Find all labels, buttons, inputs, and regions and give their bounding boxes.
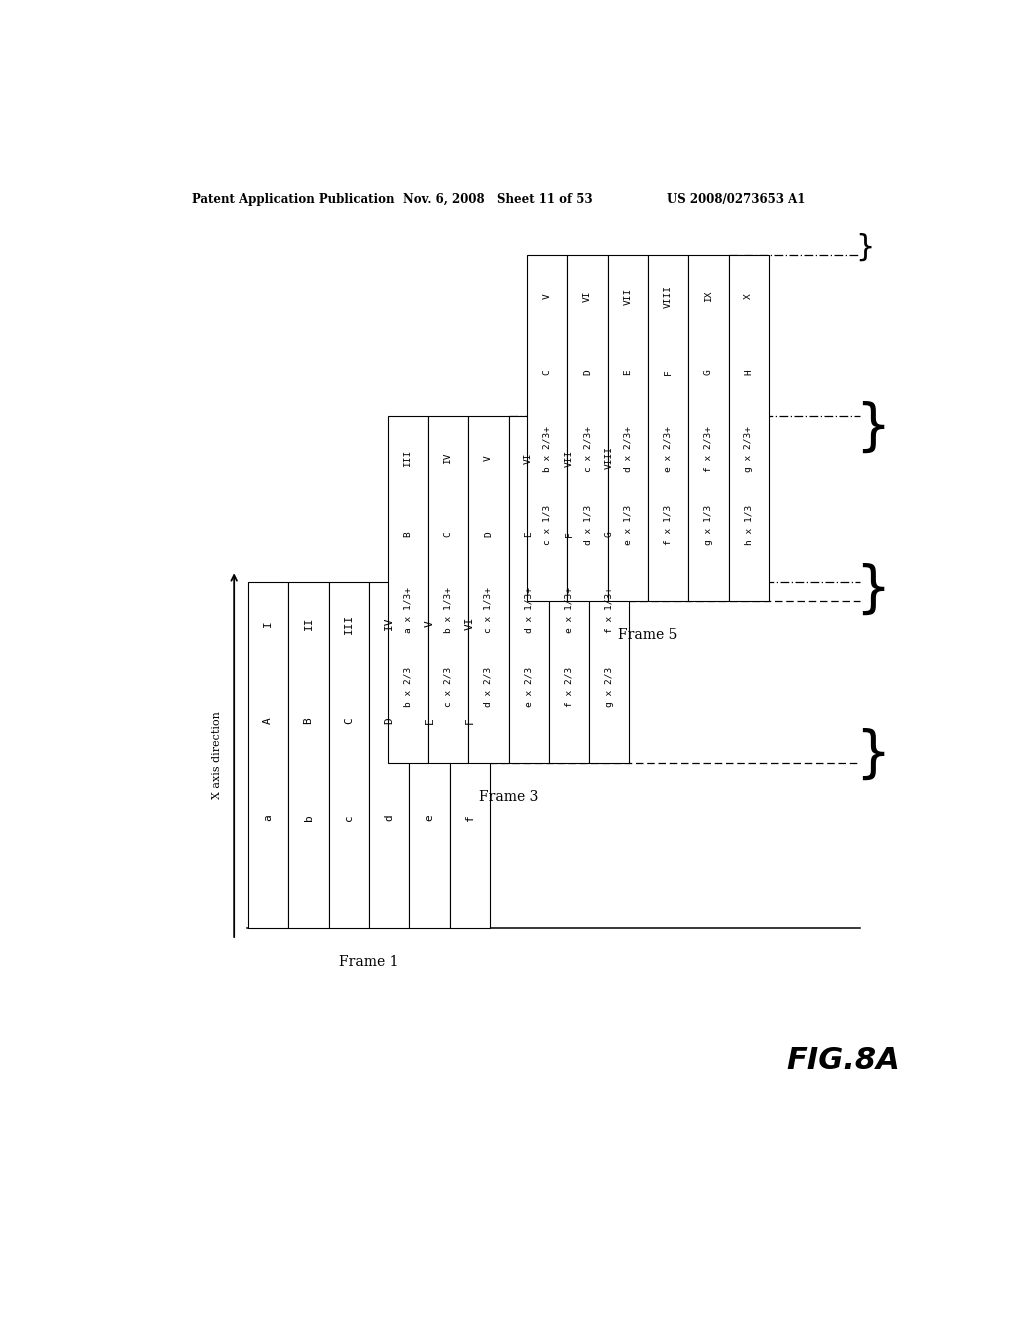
Bar — [549, 416, 589, 763]
Bar — [410, 582, 450, 928]
Text: X: X — [744, 293, 754, 300]
Text: E: E — [624, 370, 633, 375]
Text: d x 2/3: d x 2/3 — [484, 667, 493, 706]
Text: e: e — [425, 814, 434, 821]
Text: g x 2/3+: g x 2/3+ — [744, 425, 754, 471]
Text: D: D — [484, 531, 493, 537]
Text: f x 2/3: f x 2/3 — [564, 667, 573, 706]
Text: VII: VII — [624, 288, 633, 305]
Text: d x 1/3: d x 1/3 — [583, 504, 592, 545]
Bar — [509, 416, 549, 763]
Text: F: F — [664, 370, 673, 375]
Text: E: E — [425, 717, 434, 723]
Text: b: b — [303, 814, 313, 821]
Text: IV: IV — [384, 616, 394, 630]
Text: G: G — [703, 370, 713, 375]
Text: B: B — [403, 531, 413, 537]
Text: III: III — [403, 449, 413, 466]
Bar — [527, 255, 567, 601]
Text: E: E — [524, 531, 534, 537]
Text: II: II — [303, 616, 313, 630]
Bar — [289, 582, 329, 928]
Bar — [468, 416, 509, 763]
Text: VI: VI — [465, 616, 475, 630]
Text: IX: IX — [703, 290, 713, 302]
Bar — [688, 255, 729, 601]
Text: F: F — [564, 531, 573, 537]
Text: FIG.8A: FIG.8A — [786, 1045, 900, 1074]
Bar — [648, 255, 688, 601]
Bar — [428, 416, 468, 763]
Text: a: a — [263, 814, 273, 821]
Text: F: F — [465, 717, 475, 723]
Text: Frame 1: Frame 1 — [339, 956, 398, 969]
Text: f x 2/3+: f x 2/3+ — [703, 425, 713, 471]
Text: a x 1/3+: a x 1/3+ — [403, 587, 413, 634]
Text: Frame 3: Frame 3 — [479, 789, 539, 804]
Text: VIII: VIII — [664, 285, 673, 308]
Bar — [388, 416, 428, 763]
Text: }: } — [855, 232, 874, 261]
Bar — [248, 582, 289, 928]
Text: VII: VII — [564, 449, 573, 466]
Text: H: H — [744, 370, 754, 375]
Text: X axis direction: X axis direction — [212, 711, 222, 799]
Text: b x 2/3: b x 2/3 — [403, 667, 413, 706]
Text: e x 2/3+: e x 2/3+ — [664, 425, 673, 471]
Text: D: D — [583, 370, 592, 375]
Text: V: V — [425, 620, 434, 627]
Text: Nov. 6, 2008   Sheet 11 of 53: Nov. 6, 2008 Sheet 11 of 53 — [403, 193, 593, 206]
Text: }: } — [855, 562, 890, 616]
Text: c: c — [344, 814, 354, 821]
Text: c x 2/3: c x 2/3 — [443, 667, 453, 706]
Text: C: C — [543, 370, 552, 375]
Text: IV: IV — [443, 453, 453, 463]
Text: I: I — [263, 620, 273, 627]
Text: C: C — [344, 717, 354, 723]
Text: Patent Application Publication: Patent Application Publication — [191, 193, 394, 206]
Text: h x 1/3: h x 1/3 — [744, 504, 754, 545]
Text: e x 1/3: e x 1/3 — [624, 504, 633, 545]
Text: Frame 5: Frame 5 — [618, 628, 678, 642]
Text: V: V — [543, 293, 552, 300]
Text: d x 1/3+: d x 1/3+ — [524, 587, 534, 634]
Bar — [450, 582, 489, 928]
Bar — [369, 582, 410, 928]
Text: VI: VI — [524, 453, 534, 463]
Text: V: V — [484, 455, 493, 461]
Text: f x 1/3: f x 1/3 — [664, 504, 673, 545]
Text: f: f — [465, 814, 475, 821]
Text: }: } — [855, 729, 890, 783]
Text: US 2008/0273653 A1: US 2008/0273653 A1 — [667, 193, 805, 206]
Text: VI: VI — [583, 290, 592, 302]
Text: g x 2/3: g x 2/3 — [605, 667, 613, 706]
Text: C: C — [443, 531, 453, 537]
Text: c x 2/3+: c x 2/3+ — [583, 425, 592, 471]
Text: G: G — [605, 531, 613, 537]
Bar — [329, 582, 369, 928]
Text: III: III — [344, 614, 354, 634]
Text: e x 1/3+: e x 1/3+ — [564, 587, 573, 634]
Text: c x 1/3+: c x 1/3+ — [484, 587, 493, 634]
Text: D: D — [384, 717, 394, 723]
Text: VIII: VIII — [605, 446, 613, 470]
Text: e x 2/3: e x 2/3 — [524, 667, 534, 706]
Bar — [567, 255, 607, 601]
Bar — [589, 416, 630, 763]
Text: d: d — [384, 814, 394, 821]
Bar — [729, 255, 769, 601]
Text: d x 2/3+: d x 2/3+ — [624, 425, 633, 471]
Text: A: A — [263, 717, 273, 723]
Bar — [607, 255, 648, 601]
Text: b x 2/3+: b x 2/3+ — [543, 425, 552, 471]
Text: f x 1/3+: f x 1/3+ — [605, 587, 613, 634]
Text: b x 1/3+: b x 1/3+ — [443, 587, 453, 634]
Text: }: } — [855, 401, 890, 455]
Text: g x 1/3: g x 1/3 — [703, 504, 713, 545]
Text: c x 1/3: c x 1/3 — [543, 504, 552, 545]
Text: B: B — [303, 717, 313, 723]
